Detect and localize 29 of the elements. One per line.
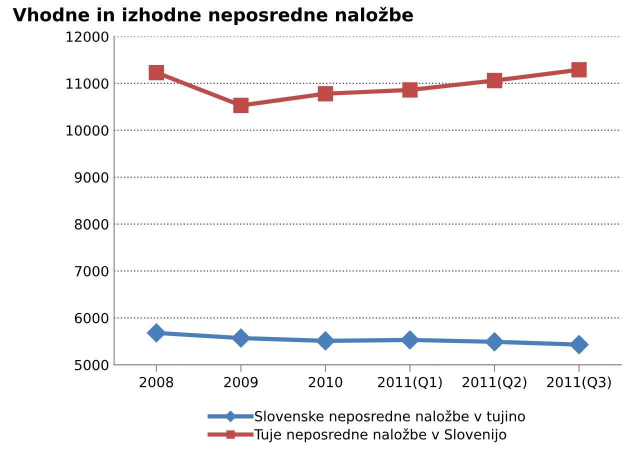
point <box>146 323 166 342</box>
point <box>231 328 250 348</box>
x-tick-label: 2011(Q2) <box>462 376 526 389</box>
point <box>233 98 249 114</box>
point <box>571 62 587 78</box>
y-tick-label: 7000 <box>75 266 108 276</box>
legend-label: Slovenske neposredne naložbe v tujino <box>255 410 525 424</box>
y-tick-label: 10000 <box>66 125 108 136</box>
point <box>316 331 335 350</box>
point <box>402 82 418 98</box>
x-tick-label: 2010 <box>308 376 342 388</box>
y-tick-label: 9000 <box>74 172 108 183</box>
y-tick-label: 6000 <box>74 312 108 324</box>
point <box>486 72 502 88</box>
x-tick-label: 2011(Q1) <box>378 376 442 389</box>
y-tick-label: 11000 <box>66 78 108 89</box>
point <box>318 86 334 102</box>
point <box>400 330 420 350</box>
x-tick-label: 2008 <box>140 376 174 388</box>
point <box>484 332 504 352</box>
legend-label: Tuje neposredne naložbe v Slovenijo <box>254 428 506 442</box>
x-tick-label: 2011(Q3) <box>547 376 611 389</box>
y-tick-label: 5000 <box>74 360 108 370</box>
y-tick-label: 8000 <box>74 219 108 230</box>
point <box>148 64 164 80</box>
x-tick-label: 2009 <box>224 376 258 388</box>
chart-title: Vhodne in izhodne neposredne naložbe <box>12 6 413 26</box>
point <box>570 335 589 354</box>
y-tick-label: 12000 <box>66 31 108 42</box>
